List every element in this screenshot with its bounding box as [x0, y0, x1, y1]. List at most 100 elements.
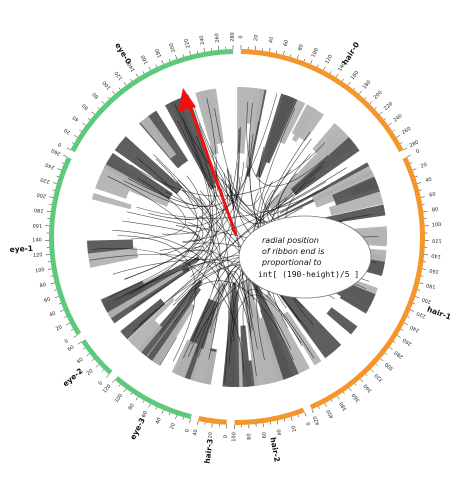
tick-mark [413, 303, 415, 304]
annotation-line-3: proportional to [261, 258, 322, 267]
tick-mark [284, 419, 285, 421]
tick-label: 280 [393, 349, 404, 359]
tick-mark [79, 130, 81, 131]
tick-label: 200 [373, 90, 384, 101]
segment-label-eye-3: eye-3 [128, 416, 147, 441]
ribbon [327, 307, 358, 334]
tick-label: 140 [431, 252, 441, 259]
tick-mark [415, 297, 419, 298]
tick-mark [348, 82, 350, 85]
tick-label: 0 [98, 380, 105, 386]
tick-mark [59, 303, 61, 304]
tick-label: 20 [169, 422, 177, 430]
tick-label: 20 [86, 368, 95, 377]
tick-mark [379, 112, 382, 115]
tick-mark [55, 297, 59, 298]
tick-label: 0 [306, 421, 313, 426]
tick-mark [67, 148, 71, 150]
tick-label: 40 [268, 36, 275, 43]
tick-mark [101, 101, 104, 104]
tick-label: 20 [207, 432, 214, 439]
tick-label: 80 [432, 207, 439, 214]
tick-label: 80 [246, 433, 252, 440]
tick-mark [78, 342, 81, 344]
tick-mark [269, 48, 270, 52]
tick-mark [393, 341, 395, 342]
tick-label: 120 [432, 237, 442, 243]
tick-label: 180 [34, 206, 44, 213]
tick-mark [342, 79, 343, 81]
tick-label: 280 [230, 32, 236, 42]
annotation-formula: int[ (190-height)/5 ] [258, 270, 359, 279]
tick-label: 0 [184, 429, 191, 434]
tick-mark [169, 413, 170, 415]
tick-mark [417, 182, 421, 183]
tick-label: 20 [253, 34, 260, 41]
tick-label: 40 [76, 357, 85, 366]
tick-mark [407, 316, 409, 317]
tick-mark [404, 148, 408, 150]
tick-label: 280 [409, 139, 420, 149]
tick-label: 40 [192, 429, 199, 436]
tick-label: 120 [324, 54, 334, 65]
tick-mark [58, 169, 62, 170]
tick-mark [131, 393, 132, 395]
tick-mark [197, 421, 198, 425]
tick-label: 60 [429, 191, 436, 198]
tick-label: 0 [238, 35, 244, 38]
tick-mark [325, 403, 327, 407]
tick-mark [336, 74, 338, 77]
tick-label: 200 [169, 42, 178, 53]
tick-label: 20 [291, 425, 299, 433]
tick-label: 220 [183, 38, 191, 49]
tick-mark [366, 374, 368, 376]
tick-mark [92, 359, 94, 361]
tick-mark [51, 283, 55, 284]
tick-mark [190, 51, 191, 55]
annotation-note: radial position of ribbon end is proport… [239, 216, 371, 298]
tick-mark [304, 59, 305, 61]
tick-mark [291, 417, 292, 421]
tick-mark [385, 353, 387, 355]
tick-label: 140 [32, 237, 42, 243]
segment-label-eye-0: eye-0 [113, 41, 133, 66]
tick-mark [176, 55, 177, 59]
tick-mark [417, 290, 419, 291]
tick-label: 100 [102, 79, 113, 90]
tick-mark [415, 176, 417, 177]
tick-mark [66, 323, 70, 325]
tick-label: 100 [35, 267, 45, 275]
tick-mark [156, 65, 157, 67]
tick-mark [331, 400, 332, 402]
tick-mark [54, 290, 56, 291]
segment-arc-eye-1 [49, 157, 81, 336]
tick-mark [410, 162, 412, 163]
tick-mark [49, 197, 53, 198]
tick-mark [298, 415, 299, 417]
tick-mark [136, 397, 138, 400]
annotation-line-2: of ribbon end is [262, 247, 324, 256]
tick-mark [419, 190, 421, 191]
tick-mark [400, 142, 402, 143]
tick-label: 60 [43, 296, 51, 304]
tick-label: 240 [392, 113, 403, 123]
tick-label: 40 [49, 311, 57, 319]
tick-mark [276, 51, 277, 53]
tick-mark [305, 412, 306, 416]
tick-mark [318, 406, 319, 408]
tick-mark [169, 59, 170, 61]
segment-label-eye-2: eye-2 [61, 366, 85, 388]
tick-mark [407, 155, 411, 157]
tick-mark [112, 380, 115, 383]
tick-label: 260 [402, 337, 413, 347]
tick-label: 220 [40, 176, 51, 184]
tick-label: 160 [429, 267, 439, 275]
tick-mark [106, 375, 109, 378]
tick-mark [149, 404, 151, 408]
tick-mark [82, 123, 85, 125]
tick-mark [355, 384, 357, 386]
tick-mark [401, 329, 403, 330]
tick-label: 80 [39, 282, 47, 289]
tick-label: 160 [32, 222, 42, 229]
